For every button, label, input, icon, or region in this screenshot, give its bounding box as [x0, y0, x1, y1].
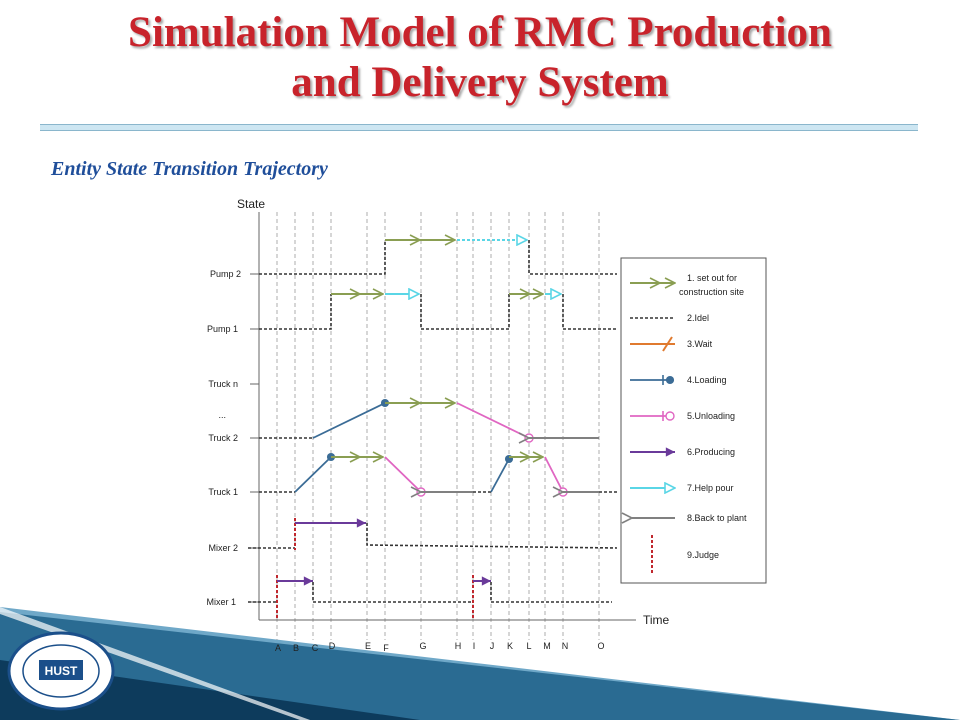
legend-label-back: 8.Back to plant — [687, 513, 747, 523]
state-label-pump2: Pump 2 — [210, 269, 241, 279]
time-tick-f: F — [383, 643, 389, 653]
state-label-ellipsis: ... — [218, 410, 226, 420]
time-tick-i: I — [473, 641, 476, 651]
time-tick-l: L — [526, 641, 531, 651]
truck1-loading-line — [294, 452, 336, 493]
truck1-loading-line-2 — [490, 454, 514, 493]
time-tick-o: O — [597, 641, 604, 651]
state-label-truck1: Truck 1 — [208, 487, 238, 497]
pump2-idle-line-2 — [528, 240, 617, 275]
truck2-loading-line — [312, 398, 390, 439]
pump2-idle-line — [259, 240, 386, 275]
title-divider — [40, 124, 918, 131]
time-tick-h: H — [455, 641, 462, 651]
legend: 1. set out for construction site 2.Idel … — [620, 257, 767, 584]
time-tick-n: N — [562, 641, 569, 651]
truck1-unloading-line-2 — [544, 456, 568, 497]
slide-title: Simulation Model of RMC Production and D… — [0, 8, 960, 108]
mixer1-idle-line-2 — [312, 582, 473, 603]
slide-title-line1: Simulation Model of RMC Production — [128, 9, 832, 56]
time-tick-k: K — [507, 641, 513, 651]
legend-label-unloading: 5.Unloading — [687, 411, 735, 421]
time-tick-b: B — [293, 643, 299, 653]
state-label-pump1: Pump 1 — [207, 324, 238, 334]
state-label-mixer1: Mixer 1 — [206, 597, 236, 607]
time-tick-e: E — [365, 641, 371, 651]
y-axis-label: State — [237, 197, 265, 211]
legend-label-setout-2: construction site — [679, 287, 744, 297]
truck2-unloading-line — [456, 402, 534, 443]
pump1-idle-line-3 — [562, 294, 617, 330]
time-gridlines — [276, 212, 600, 640]
university-logo-icon: HUST — [7, 631, 115, 711]
legend-label-wait: 3.Wait — [687, 339, 713, 349]
logo-text: HUST — [45, 664, 78, 678]
legend-label-loading: 4.Loading — [687, 375, 727, 385]
slide-subtitle: Entity State Transition Trajectory — [51, 158, 328, 180]
mixer2-idle-line-2 — [366, 523, 618, 549]
pump1-idle-line-2 — [420, 294, 510, 330]
truck1-unloading-line — [384, 456, 426, 497]
time-tick-c: C — [312, 643, 319, 653]
mixer1-idle-line-3 — [490, 582, 612, 603]
legend-label-judge: 9.Judge — [687, 550, 719, 560]
legend-label-setout: 1. set out for — [687, 273, 737, 283]
state-label-truck-n: Truck n — [208, 379, 238, 389]
legend-label-helppour: 7.Help pour — [687, 483, 734, 493]
legend-label-producing: 6.Producing — [687, 447, 735, 457]
time-tick-a: A — [275, 643, 281, 653]
pump1-idle-line — [259, 294, 332, 330]
time-tick-g: G — [419, 641, 426, 651]
state-label-truck2: Truck 2 — [208, 433, 238, 443]
x-axis-label: Time — [643, 613, 670, 627]
time-tick-j: J — [490, 641, 495, 651]
state-label-mixer2: Mixer 2 — [208, 543, 238, 553]
time-tick-m: M — [543, 641, 551, 651]
legend-label-idel: 2.Idel — [687, 313, 709, 323]
time-tick-d: D — [329, 641, 336, 651]
slide-title-line2: and Delivery System — [291, 59, 669, 106]
